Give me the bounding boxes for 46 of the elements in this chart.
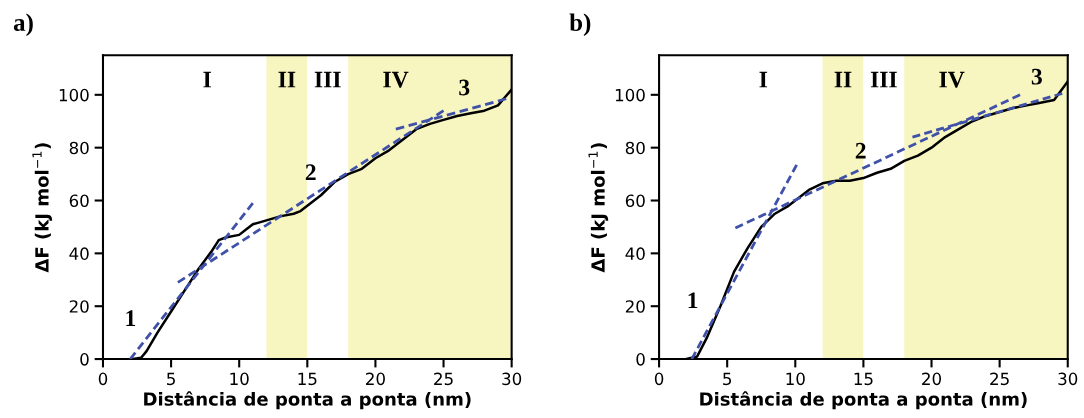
y-tick-label: 0 xyxy=(80,353,89,366)
y-tick-label: 80 xyxy=(625,141,645,155)
y-tick-label: 100 xyxy=(59,88,89,102)
y-tick-label: 0 xyxy=(636,353,645,366)
chart-title: b) xyxy=(569,13,591,37)
series-label: 3 xyxy=(1031,68,1042,85)
band-label: II xyxy=(834,71,852,88)
band-label: IV xyxy=(383,71,409,88)
x-axis-title: Distância de ponta a ponta (nm) xyxy=(700,391,1027,410)
y-tick-label: 40 xyxy=(625,247,645,260)
x-tick-label: 10 xyxy=(786,372,805,386)
x-tick-label: 25 xyxy=(434,372,453,386)
y-axis-title: ΔF (kJ mol$^{−1}$) xyxy=(588,143,609,273)
x-tick-label: 5 xyxy=(723,372,732,386)
x-tick-label: 10 xyxy=(230,372,249,386)
y-axis-title: ΔF (kJ mol$^{−1}$) xyxy=(32,143,53,273)
x-tick-label: 30 xyxy=(1058,372,1078,386)
series-label: 1 xyxy=(126,310,136,326)
x-tick-label: 20 xyxy=(922,372,942,386)
chart-title: a) xyxy=(13,13,33,37)
annotation: I xyxy=(759,71,768,88)
x-tick-label: 5 xyxy=(167,372,175,386)
y-tick-label: 60 xyxy=(69,194,89,208)
band-label: III xyxy=(314,71,341,88)
x-axis-title: Distância de ponta a ponta (nm) xyxy=(144,391,471,410)
band-label: IV xyxy=(939,71,965,88)
band-label: II xyxy=(278,71,296,88)
y-tick-label: 80 xyxy=(69,141,89,155)
y-tick-label: 40 xyxy=(69,247,89,260)
series-label: 3 xyxy=(459,79,470,96)
x-tick-label: 15 xyxy=(854,372,873,386)
series-label: 1 xyxy=(688,292,698,309)
x-tick-label: 15 xyxy=(298,372,317,386)
series-label: 2 xyxy=(305,164,316,180)
annotation: I xyxy=(203,71,211,88)
y-tick-label: 20 xyxy=(625,300,645,313)
x-tick-label: 20 xyxy=(366,372,385,386)
series-label: 2 xyxy=(855,142,866,159)
y-tick-label: 20 xyxy=(69,300,89,313)
y-tick-label: 100 xyxy=(615,88,645,102)
y-tick-label: 60 xyxy=(625,194,645,208)
band-label: III xyxy=(870,71,897,88)
x-tick-label: 0 xyxy=(654,372,664,386)
x-tick-label: 30 xyxy=(502,372,522,386)
x-tick-label: 0 xyxy=(98,372,108,386)
x-tick-label: 25 xyxy=(990,372,1009,386)
